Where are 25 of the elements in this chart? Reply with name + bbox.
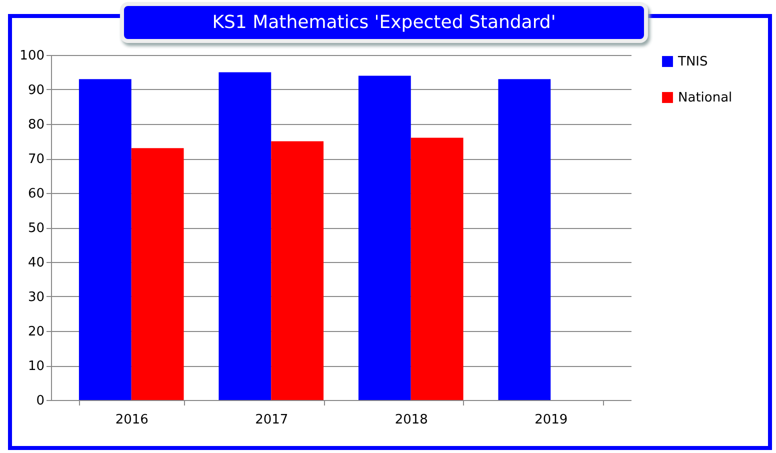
x-tick-label: 2016 xyxy=(115,412,148,428)
y-tick-label: 70 xyxy=(28,152,44,167)
y-tick-label: 90 xyxy=(28,83,44,98)
bar xyxy=(78,79,132,400)
bar xyxy=(218,72,272,400)
y-tick-label: 80 xyxy=(28,118,44,132)
bar xyxy=(271,141,324,400)
y-tick-label: 100 xyxy=(20,48,44,64)
x-tick-label: 2017 xyxy=(255,412,288,428)
y-tick-label: 50 xyxy=(28,221,44,236)
bar xyxy=(131,148,184,400)
y-tick-label: 30 xyxy=(28,290,44,305)
y-tick-label: 60 xyxy=(28,186,44,202)
chart-title: KS1 Mathematics 'Expected Standard' xyxy=(120,2,648,43)
x-tick-label: 2018 xyxy=(394,412,428,428)
x-tick-label: 2019 xyxy=(534,412,568,428)
bar xyxy=(410,138,464,400)
bar xyxy=(358,76,411,400)
y-tick-label: 0 xyxy=(36,394,44,408)
y-tick-label: 10 xyxy=(28,359,44,374)
y-tick-label: 40 xyxy=(28,256,44,270)
legend-label: TNIS xyxy=(677,54,708,70)
y-tick-label: 20 xyxy=(28,324,44,340)
legend-label: National xyxy=(678,90,732,106)
bar xyxy=(498,79,551,400)
